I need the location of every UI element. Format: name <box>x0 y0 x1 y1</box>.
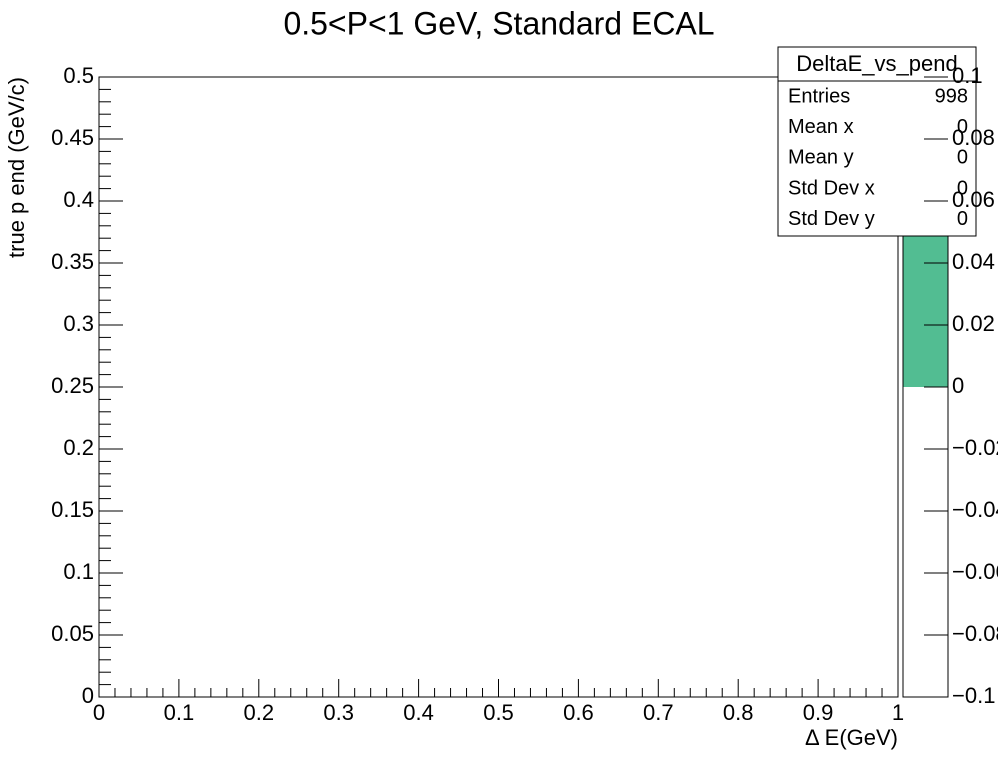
stats-label: Entries <box>788 85 850 107</box>
x-tick-label: 0.2 <box>244 700 275 725</box>
stats-value: 998 <box>935 85 968 107</box>
x-tick-label: 0.7 <box>643 700 674 725</box>
y-tick-label: 0.35 <box>51 249 94 274</box>
y-tick-label: 0.05 <box>51 621 94 646</box>
palette-fill <box>903 232 948 387</box>
stats-label: Mean x <box>788 116 854 138</box>
stats-value: 0 <box>957 208 968 230</box>
x-tick-label: 0.5 <box>483 700 514 725</box>
stats-frame <box>777 46 977 237</box>
stats-label: Std Dev y <box>788 208 875 230</box>
x-tick-label: 1 <box>892 700 904 725</box>
x-tick-label: 0.6 <box>563 700 594 725</box>
z-tick-label: 0.1 <box>952 63 983 88</box>
z-tick-label: −0.04 <box>952 497 998 522</box>
x-tick-label: 0.4 <box>403 700 434 725</box>
z-tick-label: 0.04 <box>952 249 995 274</box>
z-tick-label: −0.08 <box>952 621 998 646</box>
z-tick-label: 0.02 <box>952 311 995 336</box>
stats-value: 0 <box>957 116 968 138</box>
y-tick-label: 0.45 <box>51 125 94 150</box>
stats-value: 0 <box>957 147 968 169</box>
z-tick-label: −0.02 <box>952 435 998 460</box>
x-axis-title: Δ E(GeV) <box>805 725 898 750</box>
y-tick-label: 0.15 <box>51 497 94 522</box>
y-tick-label: 0 <box>82 683 94 708</box>
x-tick-label: 0.8 <box>723 700 754 725</box>
stats-title: DeltaE_vs_pend <box>796 51 957 76</box>
stats-box: DeltaE_vs_pend Entries 998 Mean x 0 Mean y 0 S… <box>777 46 977 237</box>
x-tick-label: 0 <box>93 700 105 725</box>
stats-label: Std Dev x <box>788 177 875 199</box>
x-tick-label: 0.1 <box>164 700 195 725</box>
z-tick-label: 0.06 <box>952 187 995 212</box>
y-tick-label: 0.1 <box>63 559 94 584</box>
z-tick-label: 0 <box>952 373 964 398</box>
z-tick-label: −0.06 <box>952 559 998 584</box>
y-tick-label: 0.3 <box>63 311 94 336</box>
chart-title: 0.5<P<1 GeV, Standard ECAL <box>283 5 714 41</box>
y-tick-label: 0.25 <box>51 373 94 398</box>
y-axis-title: true p end (GeV/c) <box>4 77 29 258</box>
x-tick-label: 0.9 <box>803 700 834 725</box>
z-tick-label: −0.1 <box>952 683 995 708</box>
z-tick-label: 0.08 <box>952 125 995 150</box>
y-tick-label: 0.4 <box>63 187 94 212</box>
y-tick-label: 0.2 <box>63 435 94 460</box>
stats-label: Mean y <box>788 147 854 169</box>
x-tick-label: 0.3 <box>323 700 354 725</box>
y-tick-label: 0.5 <box>63 63 94 88</box>
stats-value: 0 <box>957 177 968 199</box>
